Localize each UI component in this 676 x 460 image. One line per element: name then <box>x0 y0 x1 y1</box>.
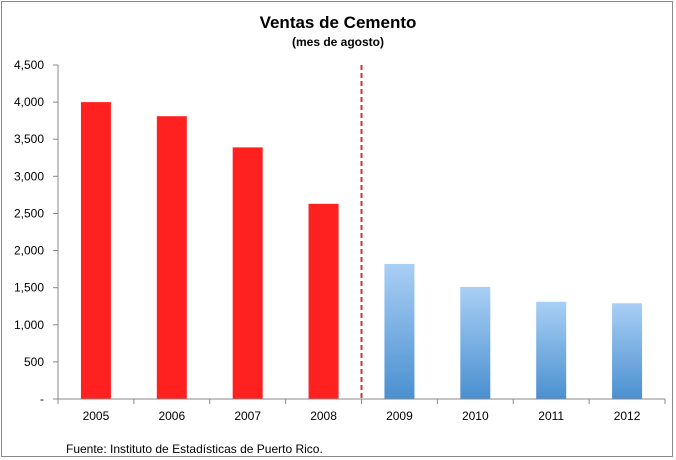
bar-2005 <box>80 102 111 399</box>
y-tick-label: 1,000 <box>14 318 44 332</box>
y-tick-label: 1,500 <box>14 281 44 295</box>
y-tick-label: 3,000 <box>14 169 44 183</box>
x-tick-label-2006: 2006 <box>158 409 185 423</box>
y-axis-ticks: - 500 1,000 1,500 2,000 2,500 3,000 3,500 4,000 4… <box>14 58 58 406</box>
x-axis-ticks: 2005 2006 2007 2008 2009 2010 2011 2012 <box>83 399 666 423</box>
bar-2010 <box>460 286 491 399</box>
x-tick-label-2007: 2007 <box>234 409 261 423</box>
x-tick-label-2009: 2009 <box>386 409 413 423</box>
y-tick-label: 4,500 <box>14 58 44 72</box>
y-tick-label: 2,000 <box>14 244 44 258</box>
x-tick-label-2011: 2011 <box>538 409 564 423</box>
y-tick-label: 4,000 <box>14 95 44 109</box>
bar-2009 <box>384 263 415 399</box>
x-tick-label-2005: 2005 <box>83 409 110 423</box>
bar-2007 <box>232 147 263 399</box>
bar-2012 <box>612 303 643 399</box>
bar-2011 <box>536 301 567 399</box>
x-tick-label-2010: 2010 <box>462 409 489 423</box>
x-tick-label-2008: 2008 <box>310 409 337 423</box>
y-tick-label: - <box>40 392 44 406</box>
y-tick-label: 3,500 <box>14 132 44 146</box>
chart-title: Ventas de Cemento <box>260 13 417 32</box>
y-tick-label: 500 <box>24 355 44 369</box>
bars <box>80 102 643 400</box>
x-tick-label-2012: 2012 <box>614 409 641 423</box>
source-note: Fuente: Instituto de Estadísticas de Pue… <box>66 442 323 456</box>
bar-2008 <box>308 203 339 399</box>
y-tick-label: 2,500 <box>14 206 44 220</box>
bar-2006 <box>156 116 187 400</box>
chart-subtitle: (mes de agosto) <box>292 35 384 49</box>
